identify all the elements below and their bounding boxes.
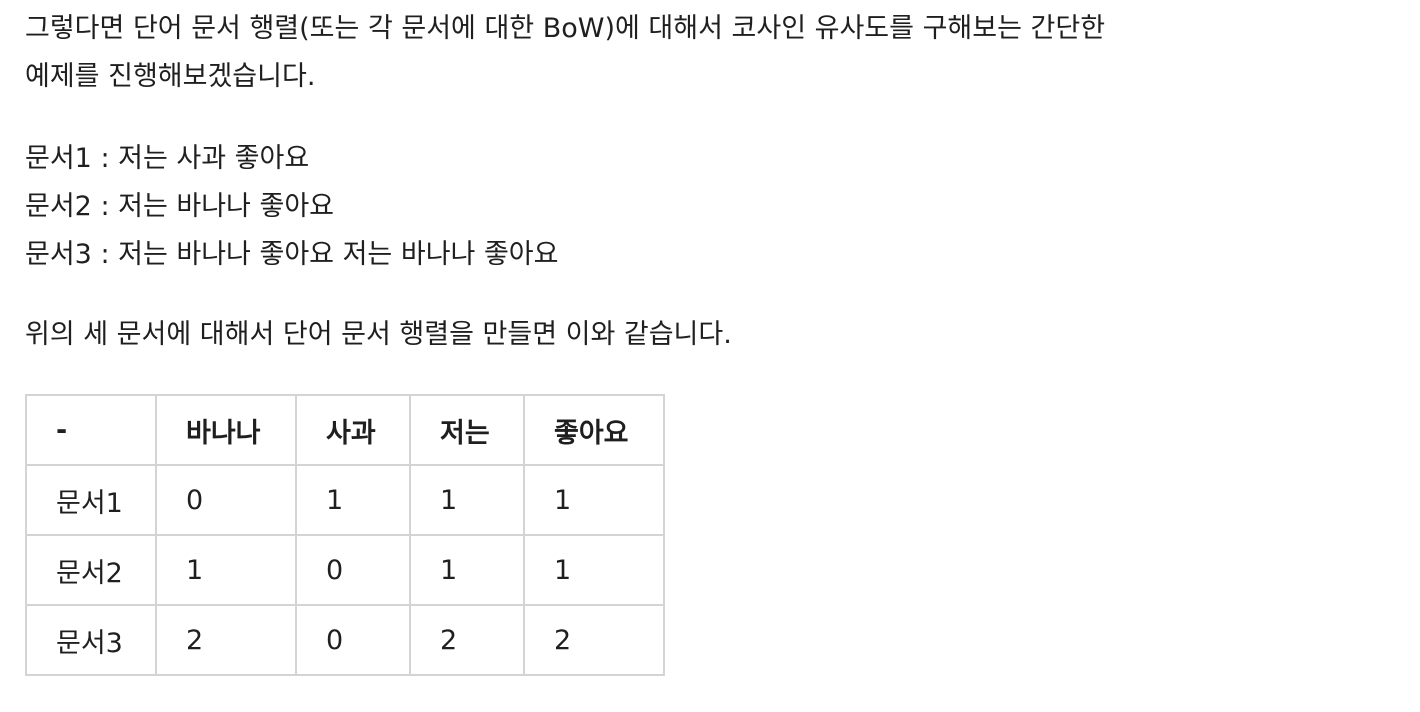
table-row: 문서1 0 1 1 1 — [25, 464, 665, 536]
table-cell: 1 — [523, 534, 665, 606]
table-cell: 1 — [409, 534, 525, 606]
table-cell: 0 — [155, 464, 297, 536]
header-cell: - — [25, 394, 157, 466]
table-header-row: - 바나나 사과 저는 좋아요 — [25, 394, 665, 466]
row-label-cell: 문서2 — [25, 534, 157, 606]
table-cell: 2 — [409, 604, 525, 676]
table-row: 문서2 1 0 1 1 — [25, 534, 665, 606]
document-1: 문서1 : 저는 사과 좋아요 — [25, 143, 310, 174]
document-list: 문서1 : 저는 사과 좋아요 문서2 : 저는 바나나 좋아요 문서3 : 저… — [25, 135, 558, 279]
table-cell: 0 — [295, 534, 411, 606]
intro-line-2: 예제를 진행해보겠습니다. — [25, 61, 316, 92]
table-row: 문서3 2 0 2 2 — [25, 604, 665, 676]
document-term-matrix: - 바나나 사과 저는 좋아요 문서1 0 1 1 1 문서2 1 0 1 1 — [25, 394, 665, 676]
table-cell: 1 — [523, 464, 665, 536]
table-cell: 2 — [523, 604, 665, 676]
document-2: 문서2 : 저는 바나나 좋아요 — [25, 191, 335, 222]
table-cell: 1 — [409, 464, 525, 536]
matrix-lead-text: 위의 세 문서에 대해서 단어 문서 행렬을 만들면 이와 같습니다. — [25, 319, 732, 350]
row-label-cell: 문서3 — [25, 604, 157, 676]
table-cell: 1 — [295, 464, 411, 536]
intro-paragraph: 그렇다면 단어 문서 행렬(또는 각 문서에 대한 BoW)에 대해서 코사인 … — [25, 5, 1105, 101]
table-cell: 2 — [155, 604, 297, 676]
document-3: 문서3 : 저는 바나나 좋아요 저는 바나나 좋아요 — [25, 239, 559, 270]
header-cell: 좋아요 — [523, 394, 665, 466]
row-label-cell: 문서1 — [25, 464, 157, 536]
header-cell: 바나나 — [155, 394, 297, 466]
table-cell: 1 — [155, 534, 297, 606]
header-cell: 저는 — [409, 394, 525, 466]
table-cell: 0 — [295, 604, 411, 676]
intro-line-1: 그렇다면 단어 문서 행렬(또는 각 문서에 대한 BoW)에 대해서 코사인 … — [25, 13, 1106, 44]
header-cell: 사과 — [295, 394, 411, 466]
